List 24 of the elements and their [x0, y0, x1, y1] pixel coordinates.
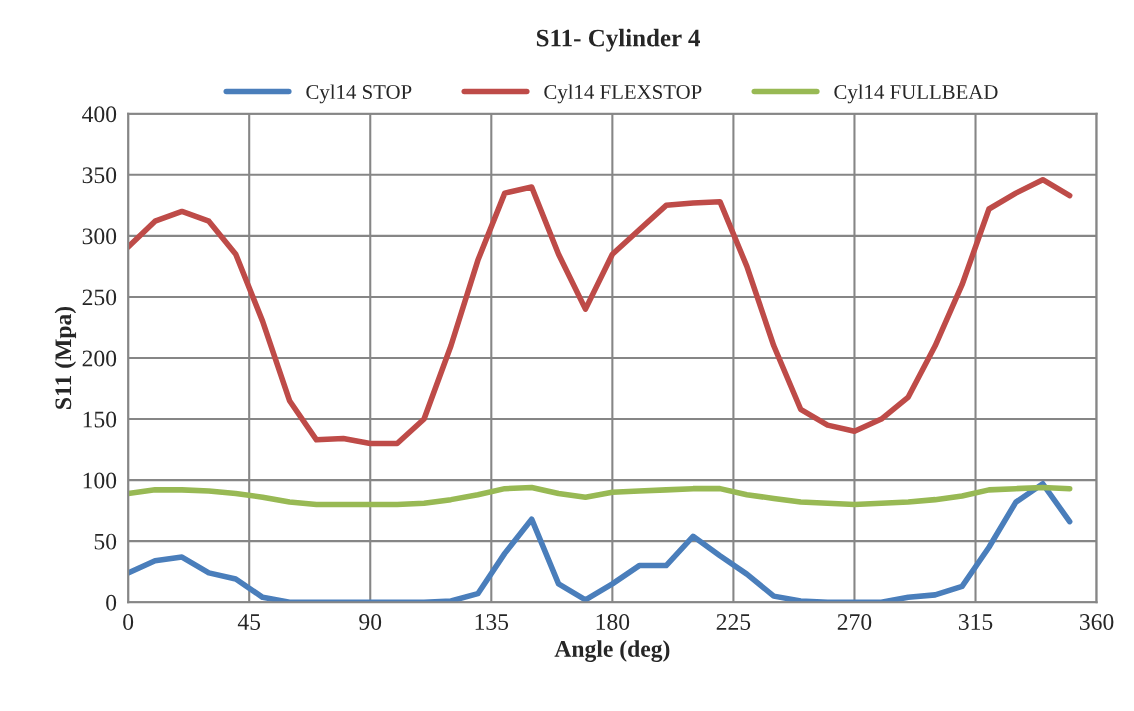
x-tick-label: 225	[716, 614, 751, 630]
x-tick-label: 135	[475, 614, 509, 630]
y-tick-label: 150	[83, 411, 117, 428]
y-tick-label: 250	[82, 289, 117, 306]
legend-label: Cyl14 FULLBEAD	[834, 84, 998, 104]
y-tick-label: 0	[106, 594, 117, 611]
x-tick-label: 270	[837, 614, 872, 630]
legend-label: Cyl14 STOP	[306, 84, 412, 104]
y-tick-label: 200	[82, 350, 117, 367]
legend-label: Cyl14 FLEXSTOP	[544, 84, 702, 104]
x-tick-label: 0	[123, 614, 134, 630]
y-tick-label: 400	[82, 106, 117, 123]
x-tick-label: 45	[237, 614, 261, 630]
chart-title: S11- Cylinder 4	[536, 28, 700, 52]
x-tick-label: 315	[958, 614, 993, 630]
x-axis-title: Angle (deg)	[554, 640, 670, 662]
y-tick-label: 350	[82, 167, 117, 184]
y-tick-label: 300	[82, 228, 117, 245]
y-axis-title: S11 (Mpa)	[54, 306, 77, 409]
x-tick-label: 180	[596, 614, 630, 630]
x-tick-label: 90	[359, 614, 382, 630]
y-tick-label: 100	[83, 472, 117, 489]
x-tick-label: 360	[1080, 614, 1114, 630]
y-tick-label: 50	[94, 533, 117, 550]
